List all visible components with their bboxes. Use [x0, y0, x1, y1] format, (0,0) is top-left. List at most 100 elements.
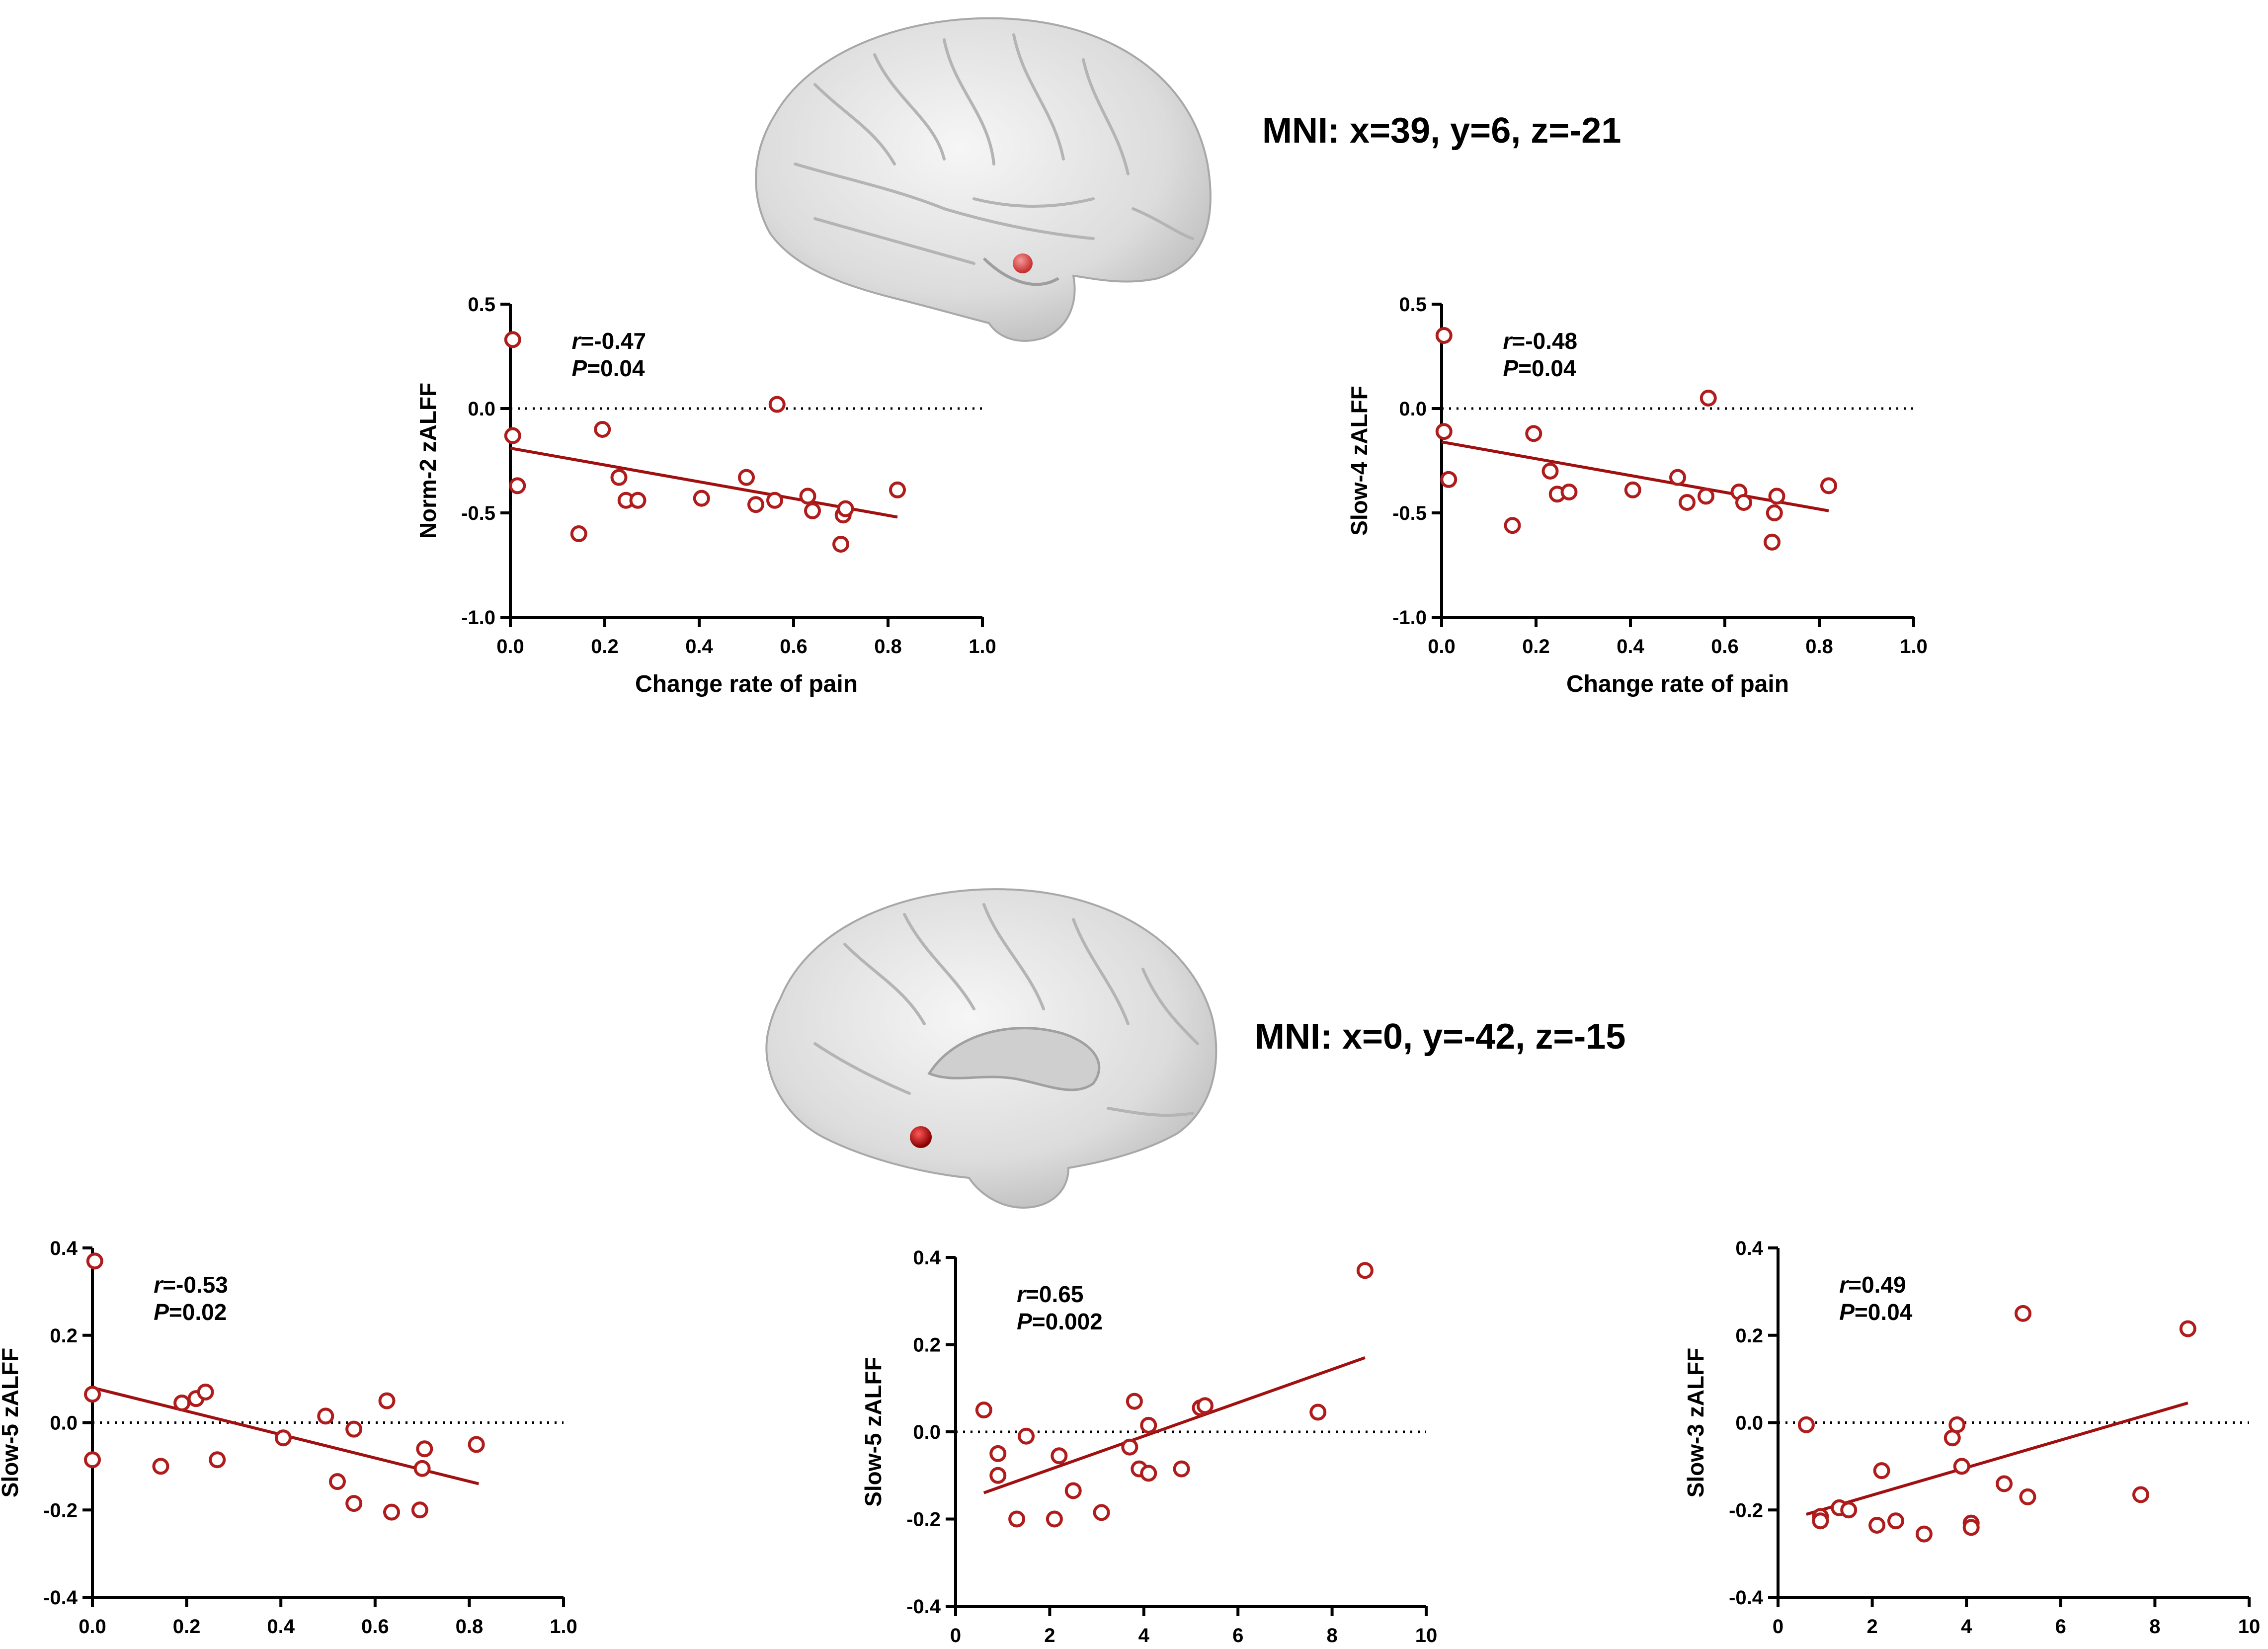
- data-point: [799, 488, 816, 505]
- mni-label-top: MNI: x=39, y=6, z=-21: [1262, 111, 1621, 151]
- data-point: [2014, 1305, 2031, 1322]
- data-point: [1356, 1262, 1374, 1279]
- y-tick-label: 0.4: [913, 1247, 941, 1269]
- data-point: [1873, 1462, 1890, 1480]
- y-axis-label: Slow-5 zALFF: [0, 1348, 23, 1498]
- x-tick-label: 0.4: [267, 1616, 295, 1638]
- roi-marker-top: [1013, 253, 1033, 273]
- regression-line: [1441, 440, 1829, 512]
- data-point: [975, 1402, 992, 1419]
- data-point: [1504, 517, 1521, 534]
- roi-marker-bottom: [910, 1126, 932, 1148]
- data-point: [610, 469, 628, 486]
- y-tick-label: 0.0: [913, 1421, 941, 1443]
- x-tick-label: 0: [950, 1625, 961, 1647]
- stat-p: P=0.02: [154, 1299, 227, 1325]
- data-point: [84, 1386, 101, 1403]
- y-tick-label: 0.4: [1735, 1237, 1763, 1259]
- data-point: [629, 492, 647, 509]
- stat-p: P=0.04: [1839, 1299, 1912, 1325]
- data-point: [504, 427, 521, 444]
- data-point: [1700, 390, 1717, 407]
- data-point: [152, 1458, 169, 1475]
- data-point: [1140, 1416, 1157, 1434]
- data-point: [468, 1436, 485, 1453]
- y-tick-label: -1.0: [461, 607, 495, 629]
- data-point: [1440, 471, 1458, 488]
- stat-r: r=-0.53: [154, 1272, 228, 1298]
- x-tick-label: 0.0: [496, 636, 524, 658]
- data-point: [411, 1501, 428, 1519]
- stat-r: r=0.65: [1017, 1281, 1083, 1307]
- data-point: [889, 481, 906, 498]
- scatter-chart-3: -0.4-0.20.00.20.40.00.20.40.60.81.0Chang…: [0, 1237, 577, 1638]
- data-point: [1008, 1510, 1026, 1528]
- data-point: [2019, 1488, 2036, 1505]
- data-point: [378, 1392, 396, 1409]
- data-point: [509, 477, 526, 495]
- data-point: [1915, 1525, 1933, 1543]
- regression-line: [983, 1356, 1366, 1494]
- data-point: [1173, 1460, 1190, 1478]
- y-tick-label: -0.2: [43, 1499, 78, 1521]
- data-point: [274, 1429, 292, 1447]
- x-tick-label: 0.6: [361, 1616, 389, 1638]
- x-tick-label: 0.2: [1522, 636, 1550, 658]
- data-point: [1962, 1519, 1980, 1536]
- scatter-chart-5: -0.4-0.20.00.20.40246810PainSlow-3 zALFF…: [1683, 1237, 2260, 1638]
- y-tick-label: 0.5: [1399, 294, 1427, 316]
- data-point: [804, 502, 821, 519]
- y-axis-label: Slow-4 zALFF: [1346, 386, 1372, 536]
- data-point: [1669, 469, 1686, 486]
- y-tick-label: 0.2: [913, 1334, 941, 1356]
- y-tick-label: 0.5: [468, 294, 495, 316]
- data-point: [1797, 1416, 1815, 1433]
- y-tick-label: -0.2: [906, 1509, 941, 1531]
- y-tick-label: 0.0: [468, 398, 495, 420]
- x-tick-label: 0.4: [1617, 636, 1644, 658]
- x-tick-label: 10: [1415, 1625, 1438, 1647]
- data-point: [1051, 1447, 1068, 1465]
- y-tick-label: -0.5: [1392, 502, 1427, 524]
- data-point: [1093, 1504, 1110, 1521]
- data-point: [413, 1460, 431, 1477]
- x-tick-label: 0.8: [874, 636, 902, 658]
- x-tick-label: 0.4: [685, 636, 713, 658]
- data-point: [84, 1451, 101, 1469]
- data-point: [1766, 504, 1783, 521]
- data-point: [1840, 1501, 1858, 1519]
- x-tick-label: 0.2: [173, 1616, 201, 1638]
- data-point: [570, 525, 587, 542]
- regression-line: [1806, 1402, 2188, 1516]
- data-point: [1126, 1393, 1143, 1410]
- data-point: [1309, 1403, 1327, 1421]
- data-point: [1764, 533, 1781, 551]
- scatter-chart-4: -0.4-0.20.00.20.40246810PainSlow-5 zALFF…: [860, 1247, 1438, 1647]
- data-point: [328, 1473, 346, 1490]
- y-tick-label: 0.0: [1399, 398, 1427, 420]
- stat-p: P=0.002: [1017, 1309, 1103, 1334]
- data-point: [1868, 1517, 1886, 1534]
- data-point: [837, 500, 854, 517]
- x-axis-label: Change rate of pain: [635, 671, 858, 697]
- data-point: [832, 536, 849, 553]
- data-point: [1948, 1416, 1966, 1433]
- x-tick-label: 1.0: [969, 636, 996, 658]
- data-point: [1996, 1475, 2013, 1492]
- x-tick-label: 6: [1232, 1625, 1243, 1647]
- data-point: [747, 496, 764, 513]
- data-point: [2179, 1320, 2196, 1337]
- data-point: [1121, 1438, 1138, 1456]
- data-point: [209, 1451, 226, 1469]
- x-tick-label: 0.6: [1711, 636, 1739, 658]
- y-axis-label: Norm-2 zALFF: [415, 383, 441, 539]
- data-point: [1064, 1482, 1082, 1499]
- data-point: [317, 1407, 334, 1425]
- brain-medial: [765, 888, 1217, 1209]
- data-point: [1018, 1427, 1035, 1445]
- x-tick-label: 2: [1866, 1616, 1877, 1638]
- x-tick-label: 8: [1326, 1625, 1337, 1647]
- x-tick-label: 0.6: [780, 636, 808, 658]
- x-tick-label: 0.8: [456, 1616, 484, 1638]
